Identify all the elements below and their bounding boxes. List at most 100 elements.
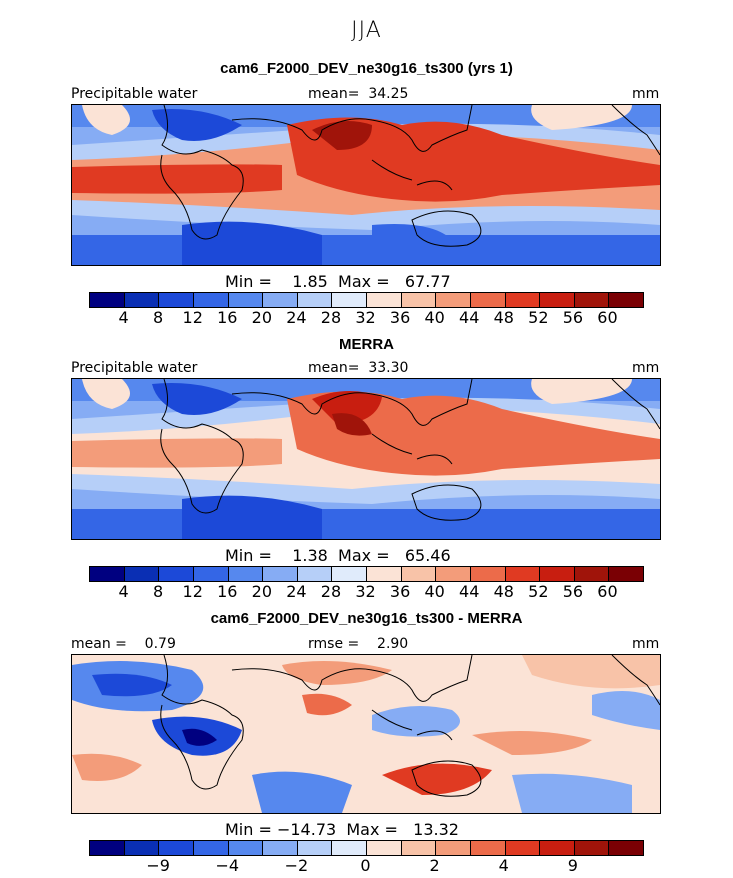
colorbar-swatch: [609, 841, 643, 855]
colorbar-tick-label: 4: [118, 582, 129, 601]
colorbar-swatch: [470, 567, 506, 581]
colorbar-tick-label: −9: [146, 856, 170, 875]
colorbar-swatch: [574, 567, 610, 581]
panel-3-title: cam6_F2000_DEV_ne30g16_ts300 - MERRA: [210, 610, 523, 627]
colorbar-tick-label: −4: [215, 856, 240, 875]
colorbar-swatch: [228, 841, 264, 855]
colorbar-tick-label: 40: [424, 308, 445, 327]
colorbar-tick-label: 24: [286, 308, 307, 327]
colorbar-tick-label: 16: [217, 582, 238, 601]
panel-3-units-label: mm: [632, 636, 660, 652]
colorbar-tick-label: 4: [498, 856, 509, 875]
colorbar-tick-label: 28: [320, 308, 342, 327]
colorbar-tick-label: 9: [567, 856, 578, 875]
panel-2-map-field: [72, 379, 660, 539]
panel-2-colorbar-labels: 4 8 12 16 20 24 28 32 36 40 44 48 52 56 60: [89, 582, 642, 602]
colorbar-swatch: [159, 841, 194, 855]
colorbar-swatch: [297, 293, 333, 307]
panel-3-map: [71, 654, 661, 814]
colorbar-tick-label: 32: [355, 308, 376, 327]
colorbar-swatch: [436, 567, 471, 581]
colorbar-swatch: [90, 567, 125, 581]
colorbar-tick-label: 20: [251, 308, 272, 327]
panel-2-colorbar: [89, 566, 644, 582]
colorbar-swatch: [124, 567, 160, 581]
colorbar-swatch: [470, 841, 506, 855]
colorbar-swatch: [193, 841, 229, 855]
panel-2-mean-label: mean= 33.30: [308, 360, 409, 376]
colorbar-swatch: [574, 841, 610, 855]
colorbar-swatch: [609, 293, 643, 307]
colorbar-tick-label: 2: [429, 856, 440, 875]
colorbar-tick-label: 48: [493, 308, 514, 327]
colorbar-swatch: [505, 841, 541, 855]
colorbar-swatch: [540, 841, 575, 855]
panel-3-colorbar: [89, 840, 644, 856]
panel-3-colorbar-labels: −9 −4 −2 0 2 4 9: [89, 856, 642, 876]
colorbar-tick-label: −2: [284, 856, 309, 875]
panel-3-rmse-label: rmse = 2.90: [308, 636, 409, 652]
panel-1-minmax: Min = 1.85 Max = 67.77: [225, 272, 451, 291]
panel-2-field-label: Precipitable water: [71, 360, 198, 376]
colorbar-swatch: [574, 293, 610, 307]
colorbar-swatch: [332, 567, 367, 581]
colorbar-tick-label: 32: [355, 582, 376, 601]
panel-1-colorbar-labels: 4 8 12 16 20 24 28 32 36 40 44 48 52 56 60: [89, 308, 642, 328]
colorbar-swatch: [367, 293, 402, 307]
panel-2-map: [71, 378, 661, 540]
colorbar-tick-label: 12: [182, 308, 203, 327]
colorbar-swatch: [505, 567, 541, 581]
colorbar-swatch: [367, 841, 402, 855]
colorbar-swatch: [436, 293, 471, 307]
colorbar-swatch: [367, 567, 402, 581]
colorbar-swatch: [297, 841, 333, 855]
colorbar-swatch: [228, 567, 264, 581]
colorbar-tick-label: 44: [459, 582, 480, 601]
colorbar-swatch: [228, 293, 264, 307]
colorbar-swatch: [263, 841, 298, 855]
panel-3-mean-label: mean = 0.79: [71, 636, 176, 652]
colorbar-tick-label: 4: [118, 308, 129, 327]
panel-3-map-field: [72, 655, 660, 813]
panel-2-units-label: mm: [632, 360, 660, 376]
panel-1-title: cam6_F2000_DEV_ne30g16_ts300 (yrs 1): [220, 60, 513, 77]
colorbar-tick-label: 60: [597, 582, 618, 601]
colorbar-tick-label: 56: [562, 308, 584, 327]
colorbar-swatch: [332, 841, 367, 855]
panel-1-map-field: [72, 105, 660, 265]
colorbar-swatch: [401, 841, 437, 855]
colorbar-swatch: [193, 567, 229, 581]
panel-1-mean-label: mean= 34.25: [308, 86, 409, 102]
colorbar-swatch: [90, 293, 125, 307]
colorbar-tick-label: 20: [251, 582, 272, 601]
colorbar-tick-label: 16: [217, 308, 238, 327]
panel-2-minmax: Min = 1.38 Max = 65.46: [225, 546, 451, 565]
colorbar-tick-label: 52: [528, 582, 549, 601]
colorbar-swatch: [540, 567, 575, 581]
colorbar-swatch: [401, 293, 437, 307]
colorbar-tick-label: 40: [424, 582, 445, 601]
panel-2-title: MERRA: [339, 336, 394, 353]
colorbar-swatch: [193, 293, 229, 307]
colorbar-tick-label: 8: [153, 582, 164, 601]
colorbar-tick-label: 0: [360, 856, 371, 875]
colorbar-tick-label: 28: [320, 582, 342, 601]
colorbar-swatch: [124, 841, 160, 855]
colorbar-tick-label: 60: [597, 308, 618, 327]
colorbar-swatch: [470, 293, 506, 307]
colorbar-swatch: [505, 293, 541, 307]
colorbar-swatch: [263, 567, 298, 581]
colorbar-swatch: [436, 841, 471, 855]
colorbar-swatch: [90, 841, 125, 855]
colorbar-tick-label: 36: [389, 582, 411, 601]
colorbar-swatch: [124, 293, 160, 307]
colorbar-tick-label: 12: [182, 582, 203, 601]
colorbar-tick-label: 48: [493, 582, 514, 601]
colorbar-tick-label: 36: [389, 308, 411, 327]
season-title: JJA: [351, 18, 382, 43]
panel-1-field-label: Precipitable water: [71, 86, 198, 102]
colorbar-tick-label: 8: [153, 308, 164, 327]
colorbar-tick-label: 24: [286, 582, 307, 601]
colorbar-tick-label: 52: [528, 308, 549, 327]
colorbar-swatch: [401, 567, 437, 581]
